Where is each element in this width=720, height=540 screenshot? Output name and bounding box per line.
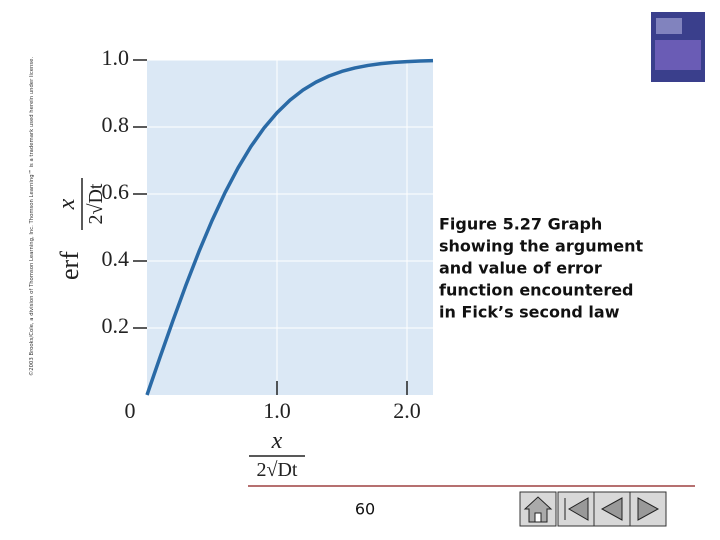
caption-line: in Fick’s second law [439,303,620,322]
caption-line: Figure 5.27 Graph [439,215,602,234]
caption: Figure 5.27 Graph showing the argument and… [439,215,643,322]
y-tick-label: 0.4 [102,246,130,271]
curve [145,58,434,396]
x-tick-label: 2.0 [393,398,421,423]
y-tick-label: 0.6 [102,179,130,204]
y-tick-label: 0.8 [102,112,130,137]
copyright: ©2003 Brooks/Cole, a division of Thomson… [28,57,35,376]
caption-line: showing the argument [439,237,643,256]
plot-area [147,60,433,395]
y-axis-label: erf x 2√Dt [54,178,107,280]
x-label-denominator: 2√Dt [257,459,298,481]
x-tick-label: 1.0 [263,398,291,423]
caption-line: and value of error [439,259,602,278]
y-label-denominator: 2√Dt [85,183,107,224]
x-axis-label: x 2√Dt [249,428,305,481]
page-number: 60 [355,500,375,519]
home-button[interactable] [519,491,557,527]
y-tick-label: 1.0 [102,45,130,70]
x-tick-label: 0 [125,398,136,423]
next-button[interactable] [629,491,667,527]
y-label-numerator: x [54,198,80,210]
plot: 0.2 0.4 0.6 0.8 1.0 0 1.0 2.0 [102,45,434,423]
y-tick-label: 0.2 [102,313,130,338]
book-cover [651,12,705,82]
prev-button[interactable] [593,491,631,527]
caption-line: function encountered [439,281,634,300]
x-label-numerator: x [271,428,283,454]
first-button[interactable] [557,491,595,527]
nav-buttons [519,491,667,527]
y-label-function: erf [55,251,84,280]
